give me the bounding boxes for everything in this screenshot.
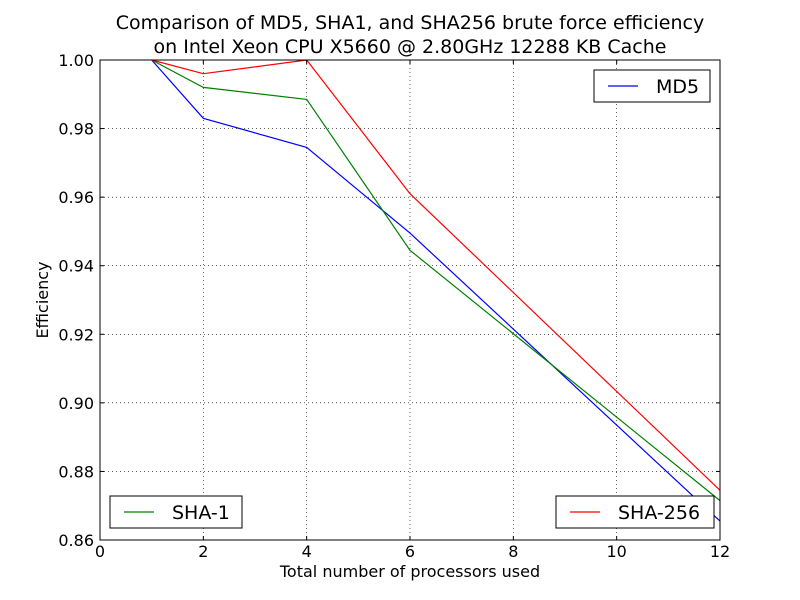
legend-sha-256: SHA-256 [555, 495, 715, 529]
y-tick-label: 0.94 [58, 257, 94, 276]
x-axis-label: Total number of processors used [279, 562, 540, 581]
legend-label: SHA-256 [618, 502, 700, 524]
x-tick-label: 0 [95, 542, 105, 561]
y-tick-label: 1.00 [58, 51, 94, 70]
x-tick-label: 8 [508, 542, 518, 561]
y-tick-label: 0.90 [58, 394, 94, 413]
y-tick-label: 0.88 [58, 462, 94, 481]
y-tick-label: 0.92 [58, 325, 94, 344]
x-tick-label: 2 [198, 542, 208, 561]
y-tick-label: 0.96 [58, 188, 94, 207]
axis-ticks: 0 2 4 6 8 10 12 0.86 0.88 0.90 0.92 0.94 0.96 0.98 1.0… [58, 51, 730, 561]
legend-box [593, 69, 711, 103]
legends: MD5 SHA-1 SHA-256 [109, 69, 715, 529]
grid-lines [99, 59, 721, 541]
x-tick-label: 4 [302, 542, 312, 561]
legend-label: MD5 [656, 76, 699, 98]
chart-title-line-2: on Intel Xeon CPU X5660 @ 2.80GHz 12288 … [154, 36, 667, 58]
legend-label: SHA-1 [172, 502, 230, 524]
series-line-sha-1 [151, 59, 721, 502]
y-tick-label: 0.86 [58, 531, 94, 550]
legend-md5: MD5 [593, 69, 711, 103]
chart-title-line-1: Comparison of MD5, SHA1, and SHA256 brut… [116, 12, 704, 34]
y-tick-label: 0.98 [58, 120, 94, 139]
series-line-sha-256 [151, 59, 721, 491]
series-lines [151, 59, 721, 522]
series-line-md5 [151, 59, 721, 522]
x-tick-label: 6 [405, 542, 415, 561]
y-axis-label: Efficiency [33, 261, 52, 338]
legend-sha-1: SHA-1 [109, 495, 243, 529]
x-tick-label: 12 [710, 542, 730, 561]
x-tick-label: 10 [606, 542, 626, 561]
